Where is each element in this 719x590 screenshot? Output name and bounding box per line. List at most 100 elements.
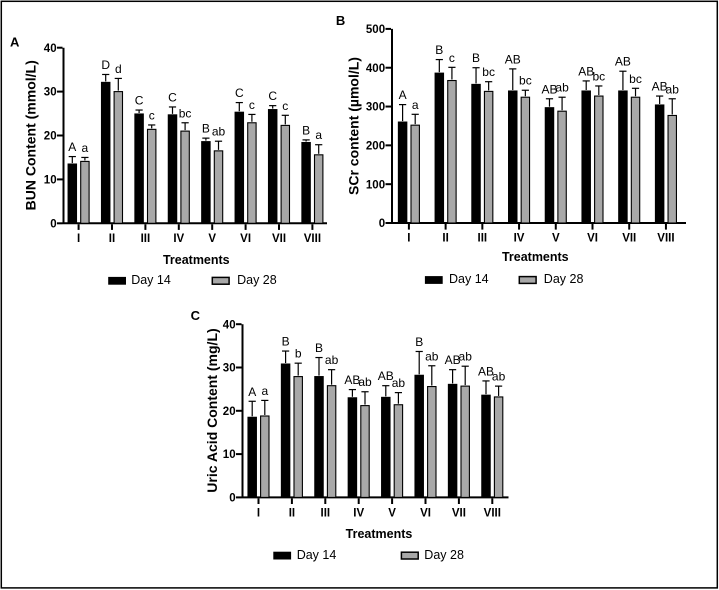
- svg-text:30: 30: [223, 363, 236, 375]
- svg-text:ab: ab: [492, 370, 506, 384]
- svg-text:V: V: [208, 233, 216, 245]
- svg-text:400: 400: [366, 63, 385, 75]
- svg-text:VII: VII: [272, 233, 286, 245]
- svg-text:10: 10: [223, 449, 236, 461]
- svg-text:Day 28: Day 28: [424, 548, 464, 562]
- svg-text:B: B: [472, 51, 480, 65]
- svg-text:0: 0: [50, 218, 56, 230]
- svg-text:III: III: [321, 508, 331, 520]
- svg-text:B: B: [336, 13, 345, 28]
- svg-text:VIII: VIII: [657, 233, 674, 245]
- svg-text:c: c: [249, 98, 255, 112]
- svg-text:II: II: [109, 233, 115, 245]
- svg-text:40: 40: [223, 319, 236, 331]
- svg-text:AB: AB: [445, 353, 461, 367]
- svg-text:V: V: [552, 233, 560, 245]
- svg-text:V: V: [388, 508, 396, 520]
- svg-text:a: a: [315, 128, 322, 142]
- svg-text:BUN Content (mmol/L): BUN Content (mmol/L): [22, 60, 38, 210]
- svg-text:c: c: [449, 51, 455, 65]
- svg-text:VII: VII: [452, 508, 466, 520]
- svg-text:Day 28: Day 28: [544, 272, 584, 286]
- svg-text:B: B: [315, 341, 323, 355]
- svg-text:Day 14: Day 14: [449, 272, 489, 286]
- svg-text:VI: VI: [420, 508, 431, 520]
- svg-text:Treatments: Treatments: [163, 253, 230, 267]
- svg-text:0: 0: [229, 493, 235, 505]
- svg-text:III: III: [478, 233, 488, 245]
- svg-text:Day 28: Day 28: [237, 273, 277, 287]
- svg-text:ab: ab: [325, 353, 339, 367]
- svg-text:C: C: [135, 94, 144, 108]
- svg-text:VI: VI: [587, 233, 598, 245]
- svg-text:a: a: [82, 141, 89, 155]
- svg-text:AB: AB: [652, 80, 668, 94]
- svg-text:A: A: [399, 88, 407, 102]
- svg-text:C: C: [168, 90, 177, 104]
- svg-text:a: a: [412, 98, 419, 112]
- svg-text:C: C: [235, 86, 244, 100]
- svg-text:bc: bc: [592, 69, 605, 83]
- svg-text:Treatments: Treatments: [502, 250, 569, 264]
- svg-text:Day 14: Day 14: [297, 548, 337, 562]
- svg-text:30: 30: [44, 87, 57, 99]
- svg-text:II: II: [289, 508, 295, 520]
- svg-text:VIII: VIII: [484, 508, 501, 520]
- svg-text:VIII: VIII: [304, 233, 321, 245]
- svg-text:B: B: [435, 43, 443, 57]
- svg-text:bc: bc: [519, 74, 532, 88]
- svg-text:I: I: [77, 233, 80, 245]
- svg-text:AB: AB: [541, 82, 557, 96]
- svg-text:10: 10: [44, 175, 57, 187]
- svg-text:C: C: [268, 89, 277, 103]
- svg-text:ab: ab: [555, 81, 569, 95]
- svg-text:III: III: [141, 233, 151, 245]
- svg-text:ab: ab: [392, 376, 406, 390]
- svg-text:AB: AB: [344, 373, 360, 387]
- svg-text:AB: AB: [505, 52, 521, 66]
- svg-text:II: II: [442, 233, 448, 245]
- svg-text:Treatments: Treatments: [346, 527, 413, 541]
- svg-text:300: 300: [366, 102, 385, 114]
- svg-text:B: B: [302, 123, 310, 137]
- svg-text:d: d: [115, 62, 122, 76]
- svg-text:bc: bc: [179, 106, 192, 120]
- svg-text:AB: AB: [615, 55, 631, 69]
- svg-text:I: I: [257, 508, 260, 520]
- svg-text:bc: bc: [482, 65, 495, 79]
- svg-text:C: C: [191, 308, 201, 323]
- svg-text:c: c: [149, 108, 155, 122]
- svg-text:SCr content (µmol/L): SCr content (µmol/L): [345, 57, 361, 195]
- svg-text:40: 40: [44, 43, 57, 55]
- svg-text:20: 20: [44, 131, 57, 143]
- svg-text:I: I: [407, 233, 410, 245]
- svg-text:VII: VII: [622, 233, 636, 245]
- svg-text:200: 200: [366, 140, 385, 152]
- svg-text:IV: IV: [173, 233, 184, 245]
- svg-text:20: 20: [223, 406, 236, 418]
- svg-text:A: A: [68, 140, 76, 154]
- svg-text:a: a: [261, 384, 268, 398]
- svg-text:500: 500: [366, 24, 385, 36]
- svg-text:IV: IV: [353, 508, 364, 520]
- svg-text:ab: ab: [358, 375, 372, 389]
- svg-text:A: A: [248, 385, 256, 399]
- svg-text:100: 100: [366, 179, 385, 191]
- svg-text:D: D: [101, 58, 110, 72]
- svg-text:VI: VI: [240, 233, 251, 245]
- svg-text:Uric Acid Content (mg/L): Uric Acid Content (mg/L): [204, 328, 220, 492]
- svg-text:AB: AB: [378, 369, 394, 383]
- svg-text:ab: ab: [425, 349, 439, 363]
- svg-text:c: c: [282, 99, 288, 113]
- svg-text:ab: ab: [666, 82, 680, 96]
- svg-text:AB: AB: [478, 364, 494, 378]
- svg-text:b: b: [295, 347, 302, 361]
- svg-text:bc: bc: [629, 72, 642, 86]
- svg-text:A: A: [10, 35, 20, 50]
- svg-text:AB: AB: [578, 64, 594, 78]
- svg-text:B: B: [202, 122, 210, 136]
- svg-text:B: B: [415, 335, 423, 349]
- svg-text:ab: ab: [212, 125, 226, 139]
- svg-text:Day 14: Day 14: [131, 273, 171, 287]
- svg-text:B: B: [282, 335, 290, 349]
